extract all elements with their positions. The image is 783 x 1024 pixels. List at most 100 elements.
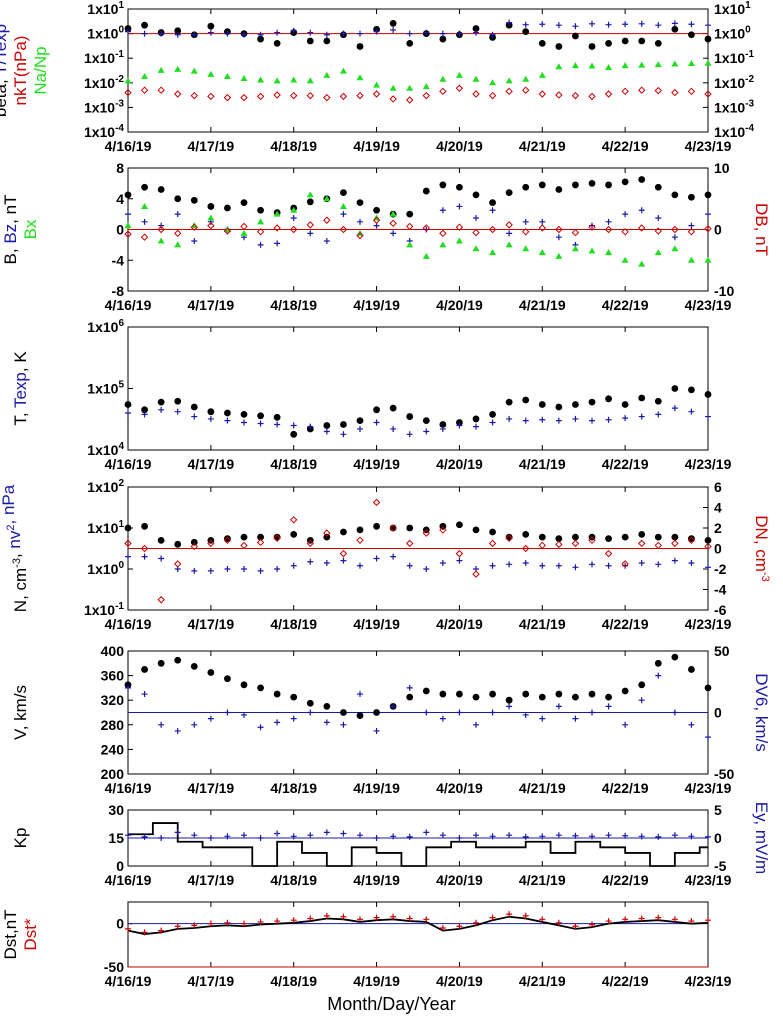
y-tick-label: -4 [112,252,125,268]
series-dv6 [125,672,711,741]
data-point [323,529,331,537]
data-point [638,176,646,183]
data-point [422,224,430,232]
data-point [705,413,711,420]
data-point [340,211,347,218]
data-point [704,35,712,43]
data-point [307,423,314,430]
y-axis-label-line: Na/Np [31,46,50,94]
data-point [224,919,231,926]
data-point [539,21,546,28]
data-point [522,690,530,698]
data-point [141,218,148,225]
x-tick-label: 4/20/19 [436,973,483,989]
data-point [224,417,231,424]
data-point [472,228,480,237]
data-point [589,709,595,716]
data-point [190,403,198,411]
data-point [671,405,678,412]
data-point [274,918,281,925]
data-point [522,21,529,28]
data-point [323,31,330,38]
data-point [439,526,447,534]
series-bx [124,191,712,267]
data-point [257,567,264,574]
data-point [207,214,215,221]
data-point [207,22,215,30]
data-point [306,539,314,548]
right-tick-label: 2 [714,520,722,536]
y-axis-label-line: nkT(nPa) [11,36,30,106]
data-point [572,693,579,701]
data-point [340,528,347,536]
data-point [572,401,579,408]
data-point [522,183,530,191]
data-point [357,425,363,432]
data-point [472,693,480,701]
data-point [240,199,248,206]
data-point [140,233,149,241]
x-tick-label: 4/19/19 [353,456,400,472]
data-point [688,560,695,567]
data-point [257,533,264,541]
data-point [555,690,563,698]
data-point [688,535,695,543]
right-tick-label: -10 [714,283,734,299]
data-point [174,560,182,568]
y-tick-label: 320 [101,692,125,708]
x-tick-label: 4/17/19 [187,780,234,796]
data-point [273,413,281,421]
data-point [456,557,463,564]
right-tick-label: 10 [714,160,730,176]
data-point [671,385,679,392]
data-point [323,238,330,245]
x-tick-label: 4/21/19 [519,297,566,313]
data-point [174,195,182,203]
data-point [340,709,347,716]
data-point [240,229,248,236]
y-tick-label: 4 [116,191,124,207]
data-point [256,538,265,547]
data-point [522,86,530,94]
data-point [638,61,646,68]
data-point [224,833,231,840]
data-point [190,662,198,670]
data-point [539,218,546,225]
x-tick-label: 4/16/19 [105,780,152,796]
data-point [356,536,364,545]
data-point [191,567,198,574]
data-point [472,75,480,82]
x-tick-label: 4/22/19 [602,780,649,796]
right-tick-label: 1x10-3 [714,98,754,115]
data-point [390,703,397,710]
data-point [390,230,397,237]
data-point [274,29,281,36]
data-point [257,835,264,841]
data-point [456,203,463,210]
data-point [423,428,430,435]
x-tick-label: 4/19/19 [353,138,400,154]
data-point [572,715,579,722]
data-point [157,596,165,604]
data-point [125,28,131,35]
data-point [489,207,496,214]
data-point [224,204,231,212]
data-point [257,218,265,225]
data-point [323,71,331,78]
data-point [323,195,331,202]
data-point [290,206,298,213]
data-point [157,86,165,94]
data-point [589,921,595,928]
data-point [257,412,264,420]
data-point [572,923,579,930]
data-point [671,245,679,252]
data-point [555,186,563,193]
data-point [406,96,414,104]
data-point [190,538,198,546]
data-point [705,833,711,840]
data-point [257,724,264,731]
data-point [340,557,347,564]
data-point [687,256,695,263]
x-tick-label: 4/20/19 [436,780,483,796]
